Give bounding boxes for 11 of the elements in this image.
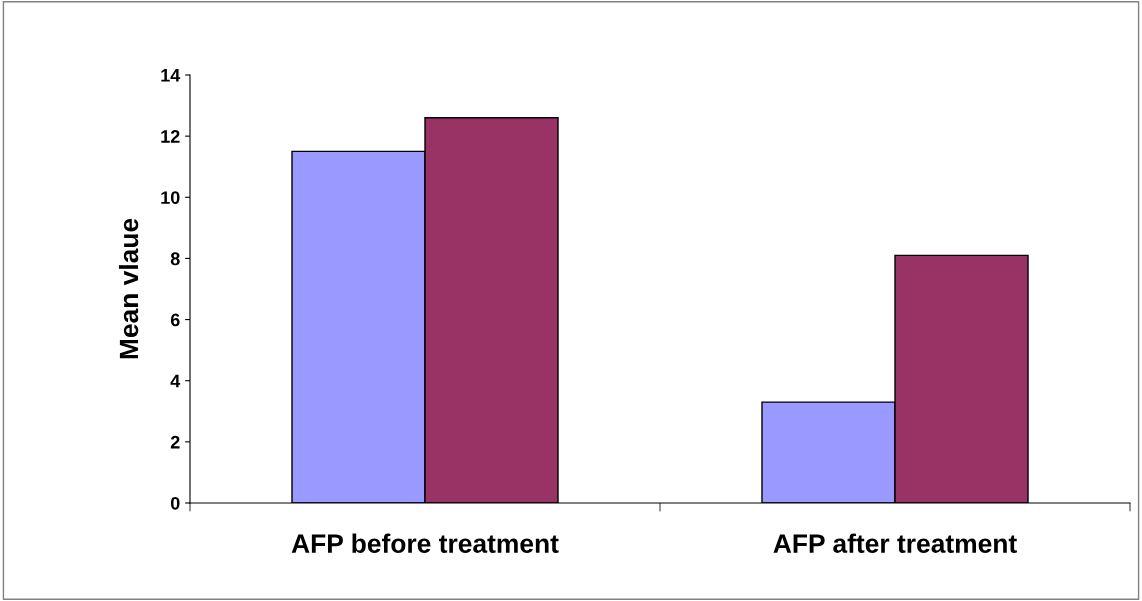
y-tick-label: 14 <box>161 69 181 82</box>
y-tick-label: 10 <box>161 191 180 205</box>
x-tick-label: AFP before treatment <box>291 533 559 553</box>
y-tick-label: 0 <box>170 496 180 510</box>
y-tick-label: 2 <box>170 435 180 449</box>
y-axis-title: Mean vlaue <box>118 218 139 359</box>
y-tick-label: 12 <box>161 130 180 143</box>
y-tick-label: 6 <box>170 313 180 327</box>
x-tick-label: AFP after treatment <box>773 533 1017 553</box>
y-tick-label: 8 <box>170 252 180 266</box>
y-tick-label: 4 <box>170 374 181 388</box>
